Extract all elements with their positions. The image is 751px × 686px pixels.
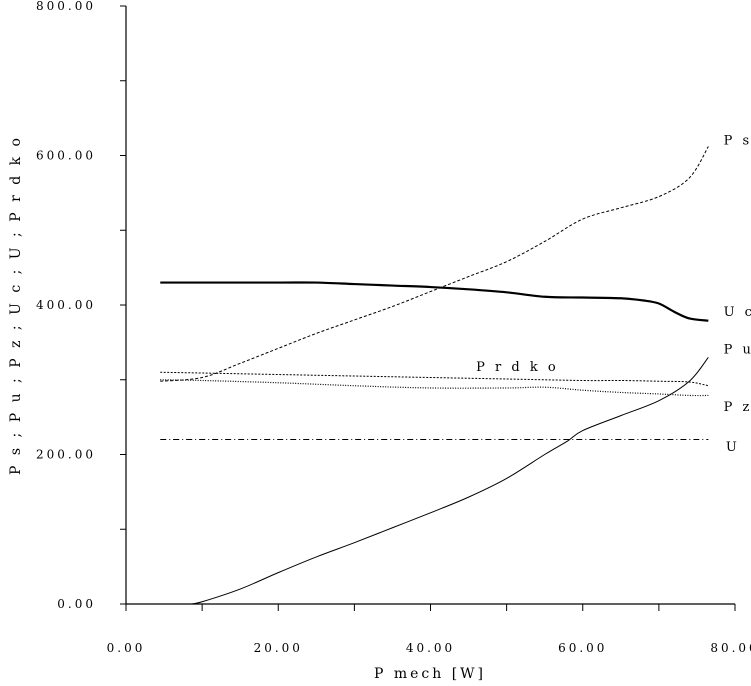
y-tick-label: 800.00 (36, 0, 96, 13)
series-label: U c (724, 305, 751, 320)
y-tick-label: 400.00 (36, 298, 96, 312)
y-tick-label: 0.00 (57, 597, 96, 611)
series-line-uc (160, 281, 709, 322)
axes: 0.00 200.00 400.00 600.00 800.00 0.00 20.00 40.… (36, 0, 751, 655)
series-label: P r d k o (476, 360, 559, 375)
series-lines (160, 146, 709, 605)
series-labels: P s U c P u P r d k o P z U (476, 133, 751, 454)
x-tick-label: 0.00 (107, 641, 146, 655)
series-label: U (726, 440, 740, 455)
x-tick-label: 60.00 (558, 641, 607, 655)
series-line-ps (160, 146, 709, 382)
series-line-pz (160, 379, 709, 397)
series-line-pu (190, 357, 709, 605)
series-line-prdko (160, 371, 709, 387)
y-tick-label: 200.00 (36, 448, 96, 462)
y-axis-label: P s ; P u ; P z ; U c ; U ; P r d k o (8, 135, 24, 475)
series-label: P z (724, 400, 751, 415)
series-label: P u (724, 343, 751, 358)
series-label: P s (724, 133, 751, 148)
x-tick-label: 80.00 (710, 641, 751, 655)
y-tick-label: 600.00 (36, 149, 96, 163)
x-axis-label: P mech [W] (374, 666, 486, 682)
x-tick-label: 20.00 (254, 641, 303, 655)
x-tick-label: 40.00 (406, 641, 455, 655)
